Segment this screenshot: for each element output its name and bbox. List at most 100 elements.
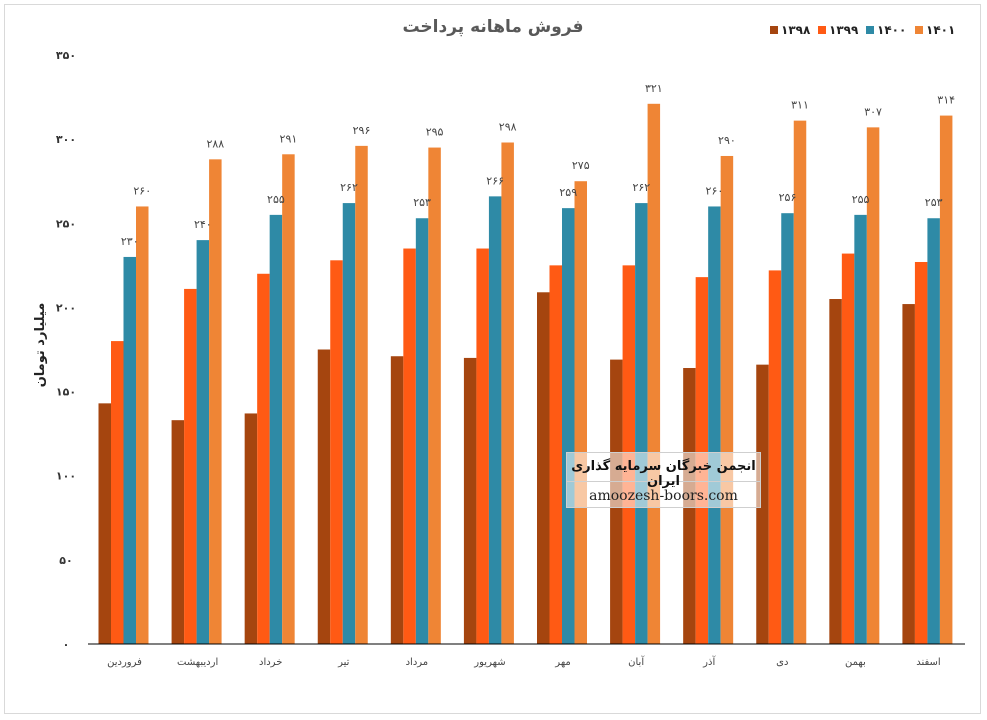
bar [428, 147, 441, 645]
legend-label: ۱۴۰۱ [926, 23, 955, 37]
bar [209, 159, 222, 644]
bar [927, 218, 940, 645]
y-tick-label: ۳۵۰ [56, 49, 76, 62]
legend: ۱۳۹۸ ۱۳۹۹ ۱۴۰۰ ۱۴۰۱ [770, 23, 955, 37]
bar [123, 256, 136, 644]
bar [866, 127, 880, 644]
bar-value-label: ۲۶۶ [486, 174, 504, 187]
bar [841, 253, 855, 644]
x-tick-label: خرداد [259, 657, 282, 668]
bar [136, 206, 149, 644]
bar [330, 260, 343, 644]
legend-swatch [770, 26, 778, 34]
bar-value-label: ۲۹۶ [353, 124, 371, 137]
watermark-url: amoozesh-boors.com [589, 488, 738, 504]
bar [98, 403, 111, 644]
bar-value-label: ۲۹۰ [718, 134, 736, 147]
bar [463, 357, 477, 644]
watermark: انجمن خبرگان سرمایه گذاری ایران amoozesh… [566, 452, 761, 508]
bar-value-label: ۲۹۵ [426, 126, 444, 139]
bar-value-label: ۳۱۴ [937, 94, 955, 107]
bar [939, 115, 953, 644]
bar [355, 145, 368, 645]
bar-value-label: ۲۹۱ [280, 132, 298, 145]
bar [269, 214, 283, 644]
y-tick-label: ۲۰۰ [56, 301, 76, 314]
bar [501, 142, 514, 644]
x-tick-label: اردیبهشت [177, 657, 218, 668]
x-tick-label: شهریور [473, 657, 505, 668]
bar [476, 248, 489, 644]
bar-value-label: ۲۵۶ [779, 191, 797, 204]
x-tick-label: مهر [554, 657, 570, 668]
y-tick-label: ۲۵۰ [56, 217, 76, 230]
y-tick-label: ۳۰۰ [56, 133, 76, 146]
bar-value-label: ۲۴۰ [194, 218, 212, 231]
bar-value-label: ۲۶۰ [133, 184, 151, 197]
x-tick-label: اسفند [916, 657, 940, 668]
bar-value-label: ۲۵۹ [559, 186, 577, 199]
bar-value-label: ۲۳۰ [121, 235, 139, 248]
bar-value-label: ۳۱۱ [791, 99, 809, 112]
bar [635, 203, 648, 644]
legend-label: ۱۳۹۸ [781, 23, 811, 37]
bar [574, 181, 587, 644]
bar [403, 248, 416, 644]
y-axis-label: میلیارد تومان [33, 303, 48, 388]
legend-swatch [818, 26, 826, 34]
bar [549, 265, 562, 644]
y-tick-label: ۱۵۰ [56, 386, 76, 399]
x-tick-label: فروردین [107, 657, 142, 668]
legend-swatch [915, 26, 923, 34]
bar [342, 203, 356, 644]
bar-value-label: ۲۶۲ [340, 181, 358, 194]
bar-value-label: ۳۲۱ [645, 82, 663, 95]
bar [415, 218, 429, 645]
bar [488, 196, 502, 645]
bar [257, 273, 270, 644]
y-axis-ticks: ۰ ۵۰ ۱۰۰ ۱۵۰ ۲۰۰ ۲۵۰ ۳۰۰ ۳۵۰ [56, 49, 76, 651]
bar [537, 292, 550, 644]
bar-value-label: ۳۰۷ [864, 105, 882, 118]
bar-value-label: ۲۵۵ [852, 193, 870, 206]
bar-value-label: ۲۶۲ [632, 181, 650, 194]
bar [720, 155, 734, 644]
bar [111, 341, 124, 644]
bar-value-label: ۲۷۵ [572, 159, 590, 172]
x-axis-ticks: فروردین اردیبهشت خرداد تیر مرداد شهریور مهر آبا… [107, 655, 941, 668]
bar-value-label: ۲۵۵ [267, 193, 285, 206]
y-tick-label: ۰ [63, 638, 70, 651]
x-tick-label: آبان [628, 655, 645, 668]
legend-swatch [866, 26, 874, 34]
bar [768, 270, 782, 644]
bar [829, 299, 842, 644]
bar [244, 413, 258, 644]
bar [647, 103, 661, 644]
bar [562, 208, 575, 644]
y-tick-label: ۱۰۰ [56, 470, 76, 483]
x-tick-label: بهمن [845, 657, 866, 668]
y-tick-label: ۵۰ [59, 554, 72, 567]
bar [781, 213, 794, 644]
bar [708, 206, 721, 644]
x-tick-label: مرداد [406, 657, 429, 668]
chart-title: فروش ماهانه پرداخت [402, 17, 583, 37]
bar [171, 420, 185, 644]
x-tick-label: آذر [702, 655, 716, 668]
watermark-org-name: انجمن خبرگان سرمایه گذاری ایران [567, 453, 760, 489]
bar [317, 349, 331, 644]
bar [902, 304, 915, 644]
bar-value-label: ۲۵۳ [925, 196, 943, 209]
bar-value-label: ۲۹۸ [499, 121, 517, 134]
bar-value-label: ۲۶۰ [706, 184, 724, 197]
x-tick-label: دی [776, 657, 788, 668]
bar [914, 261, 928, 644]
bar [756, 364, 769, 644]
x-tick-label: تیر [337, 657, 350, 668]
bar [196, 240, 210, 644]
bar-value-label: ۲۸۸ [206, 137, 224, 150]
bar [282, 154, 295, 644]
bar-value-label: ۲۵۳ [413, 196, 431, 209]
bar-labels: ۲۳۰ ۲۶۰ ۲۴۰ ۲۸۸ ۲۵۵ ۲۹۱ ۲۶۲ ۲۹۶ ۲۵۳ ۲۹۵ ۲۶۶ ۲۹۸ ۲۵۹ ۲… [121, 82, 955, 248]
